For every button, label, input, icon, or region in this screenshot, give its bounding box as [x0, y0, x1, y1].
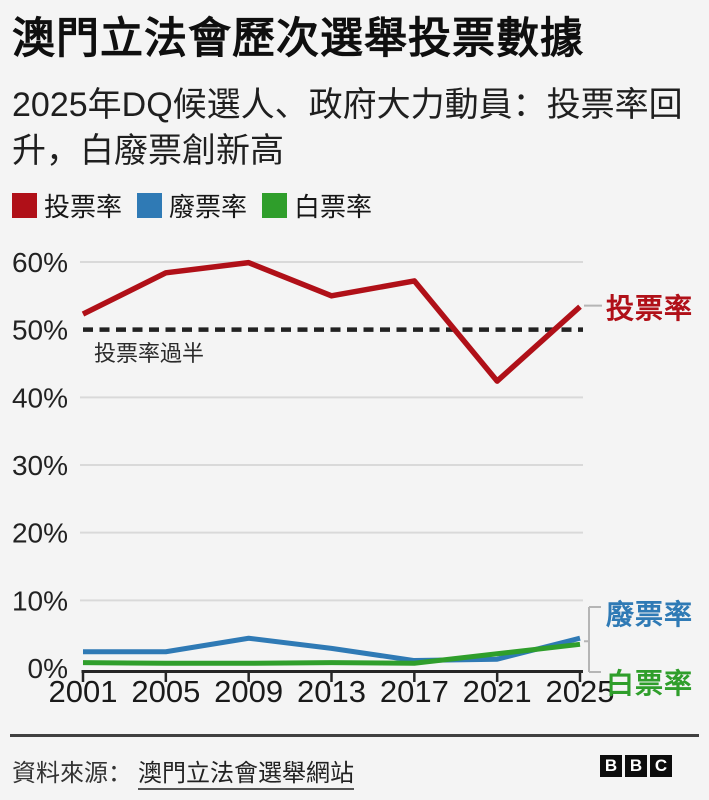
bbc-logo-letter: B — [600, 755, 622, 777]
x-tick-label: 2001 — [49, 674, 118, 709]
legend: 投票率 廢票率 白票率 — [12, 187, 372, 224]
blank-line — [82, 641, 581, 666]
legend-label: 投票率 — [44, 192, 123, 222]
invalid-blank-label-connector — [584, 606, 601, 673]
y-tick-label: 20% — [12, 518, 68, 549]
x-tick-label: 2013 — [297, 674, 366, 709]
legend-item-turnout: 投票率 — [12, 187, 122, 224]
source-row: 資料來源： 澳門立法會選舉網站 — [12, 753, 354, 790]
x-tick-label: 2025 — [546, 674, 615, 709]
series-label-turnout: 投票率 — [606, 293, 694, 324]
blank-swatch-icon — [262, 193, 288, 218]
bbc-logo-letter: C — [650, 755, 672, 777]
y-tick-label: 40% — [12, 382, 68, 413]
footer-divider — [10, 734, 699, 737]
y-tick-label: 50% — [12, 315, 68, 346]
bbc-logo: B B C — [600, 755, 672, 777]
x-tick-label: 2021 — [463, 674, 532, 709]
x-tick-label: 2005 — [131, 674, 200, 709]
page-title: 澳門立法會歷次選舉投票數據 — [12, 15, 584, 63]
invalid-swatch-icon — [137, 193, 163, 218]
legend-item-invalid: 廢票率 — [137, 187, 247, 224]
legend-label: 廢票率 — [169, 192, 248, 222]
source-prefix: 資料來源： — [12, 760, 132, 787]
source-link[interactable]: 澳門立法會選舉網站 — [138, 760, 354, 790]
y-tick-label: 10% — [12, 585, 68, 616]
legend-item-blank: 白票率 — [262, 187, 372, 224]
y-tick-label: 0% — [28, 653, 68, 684]
invalid-line — [83, 635, 581, 664]
bbc-logo-letter: B — [625, 755, 647, 777]
series-label-invalid: 廢票率 — [606, 599, 694, 630]
series-label-blank: 白票率 — [606, 668, 694, 699]
y-tick-label: 30% — [12, 450, 68, 481]
threshold-annotation-label: 投票率過半 — [94, 341, 205, 366]
turnout-swatch-icon — [12, 193, 37, 218]
legend-label: 白票率 — [294, 192, 373, 222]
x-tick-label: 2017 — [380, 674, 449, 709]
x-tick-label: 2009 — [214, 674, 283, 709]
chart-subtitle: 2025年DQ候選人、政府大力動員：投票率回升，白廢票創新高 — [12, 86, 683, 171]
y-tick-label: 60% — [12, 247, 68, 278]
